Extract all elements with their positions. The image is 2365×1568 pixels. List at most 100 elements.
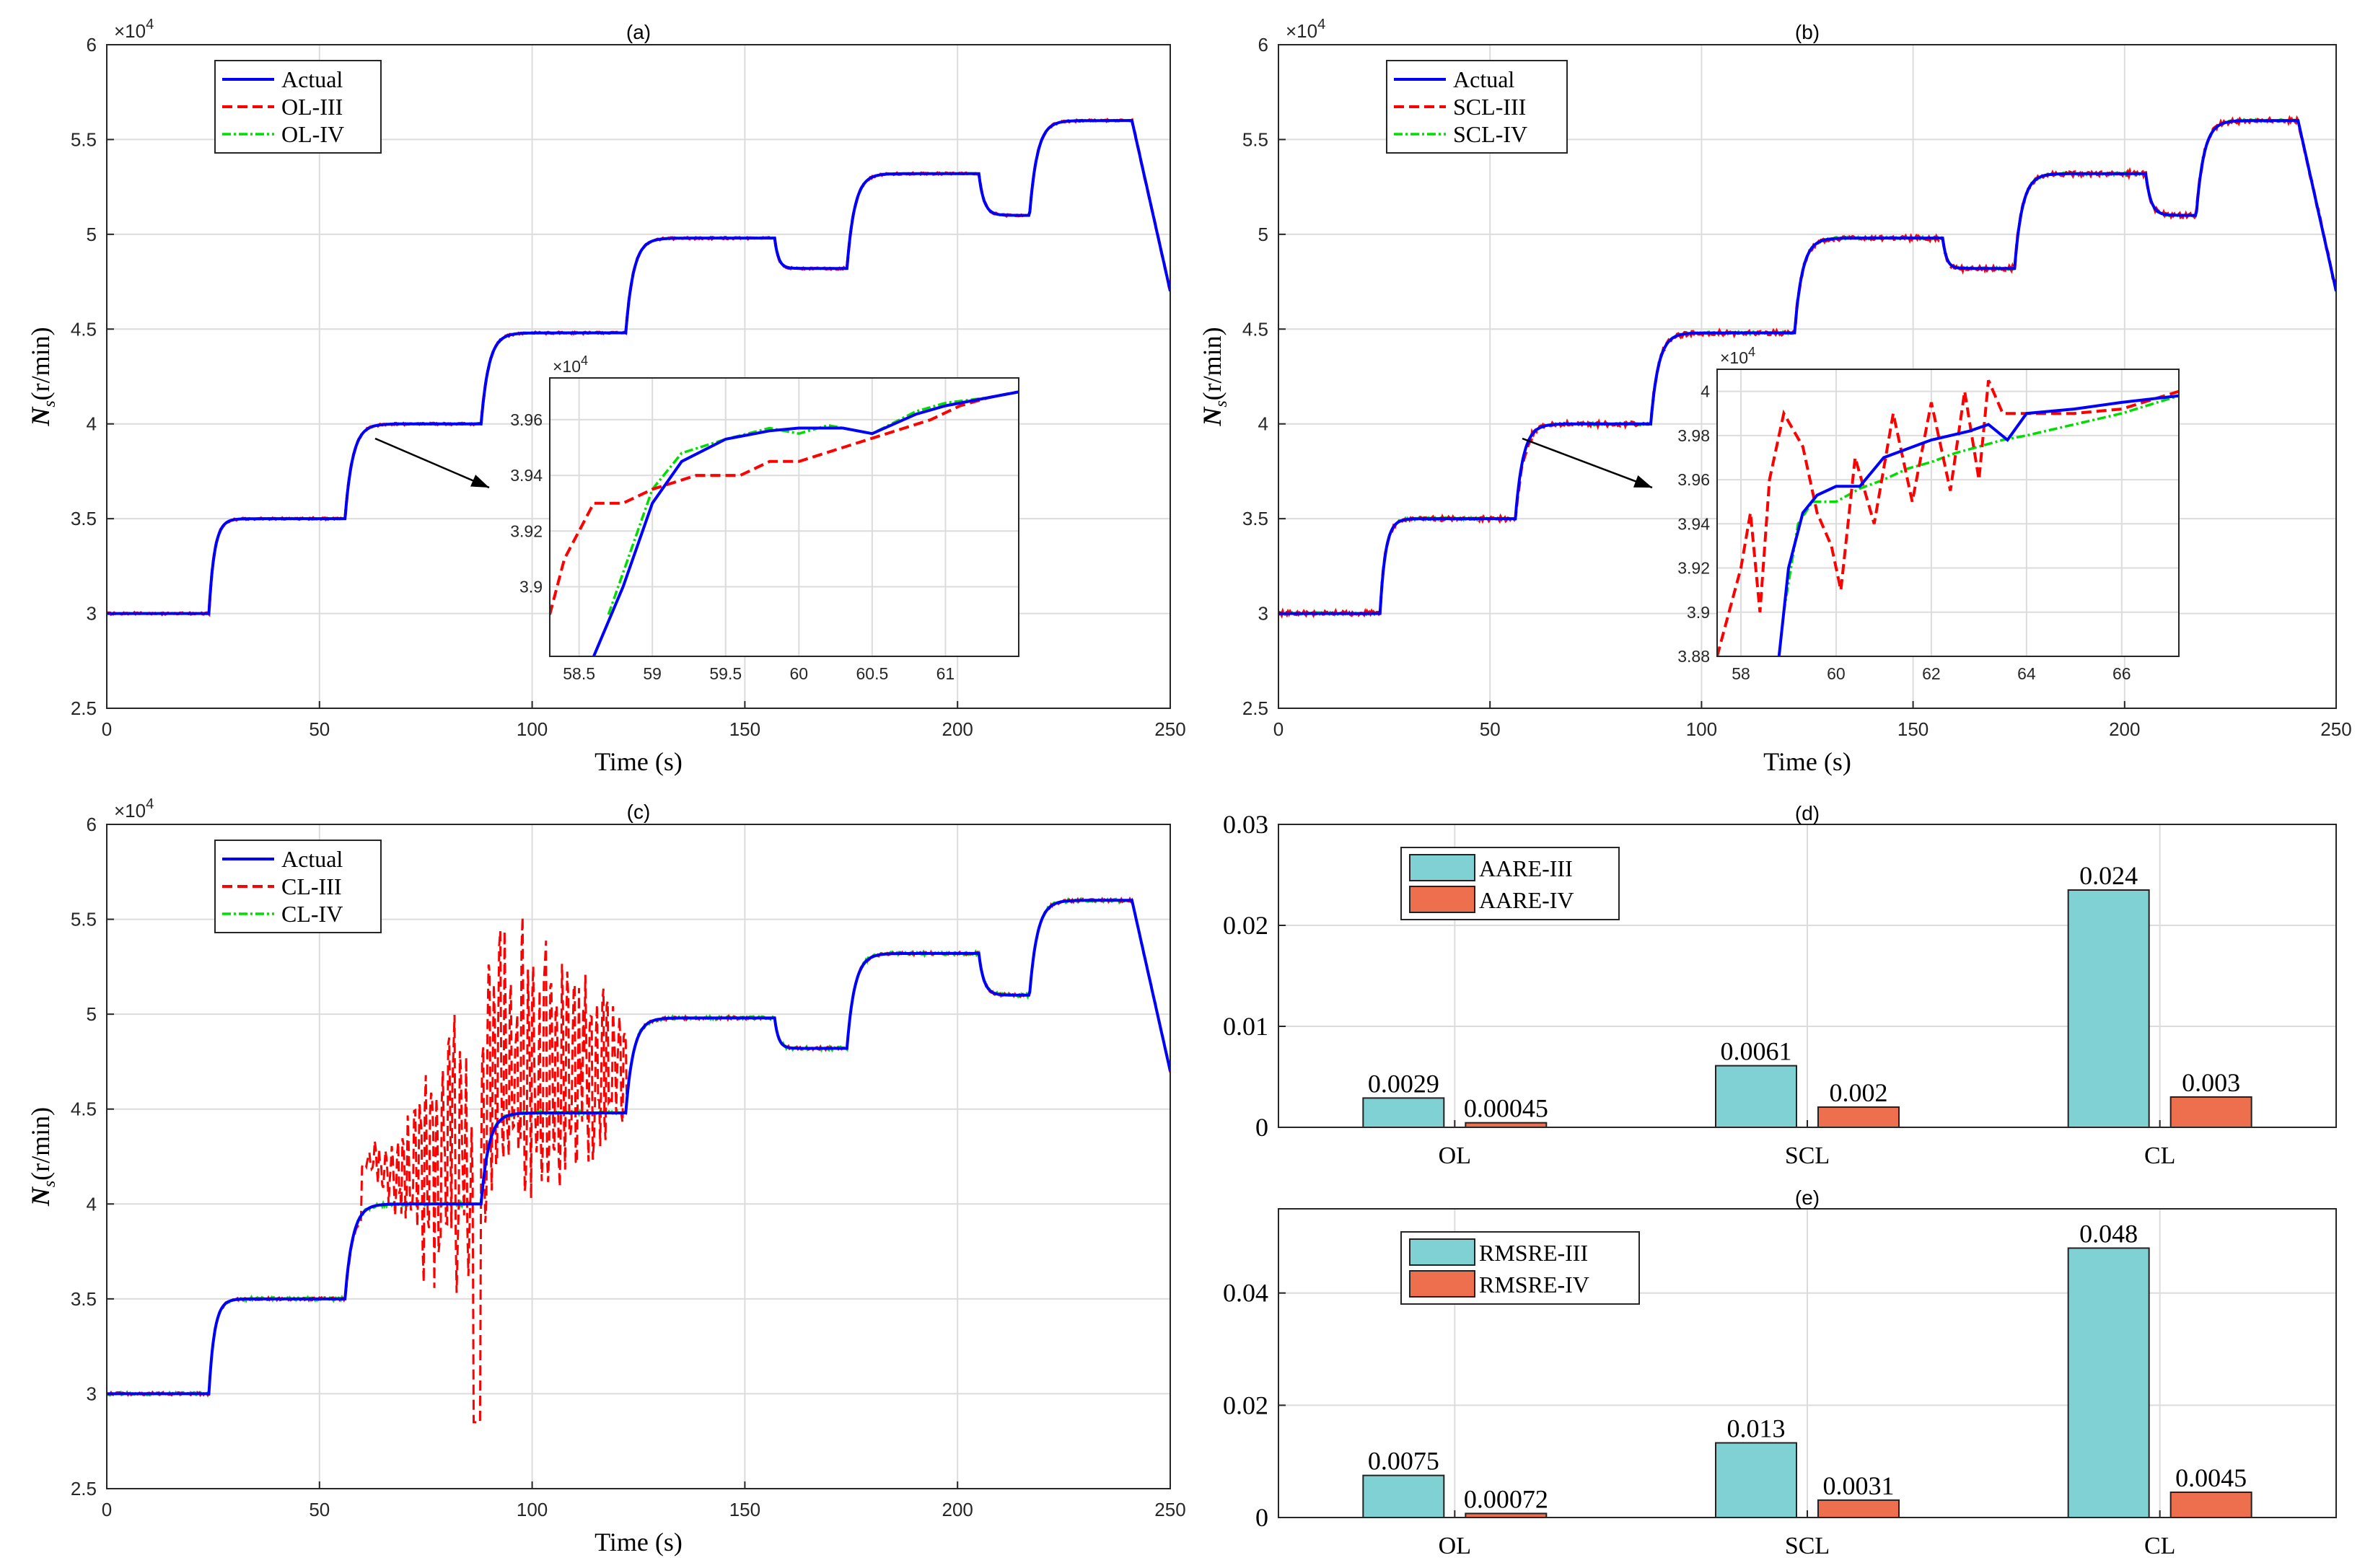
inset-x-tick-label: 59.5 (709, 664, 742, 683)
legend-entry: OL-IV (281, 121, 344, 147)
y-label-rest: (r/min) (1198, 327, 1227, 400)
inset-y-tick-label: 3.94 (1677, 514, 1710, 533)
inset-y-tick-label: 3.94 (510, 466, 543, 485)
legend-swatch-aare-iii (1409, 854, 1475, 881)
x-tick-label: 0 (102, 718, 112, 740)
y-exponent-power: 4 (146, 796, 154, 812)
inset-y-tick-label: 3.96 (510, 410, 543, 429)
y-label-rest: (r/min) (26, 327, 55, 400)
inset-series-scl-iii (1717, 379, 2179, 656)
inset-exponent-power: 4 (581, 353, 588, 368)
bar-rmsre-iii (1715, 1442, 1797, 1519)
inset-x-tick-label: 60 (1827, 664, 1846, 683)
category-label: OL (1439, 1533, 1471, 1559)
category-label: SCL (1785, 1533, 1830, 1559)
bar-value-label: 0.0031 (1823, 1471, 1895, 1500)
y-tick-label: 4.5 (1242, 318, 1268, 340)
y-label-sub: s (1212, 400, 1231, 407)
inset-y-tick-label: 3.92 (1677, 559, 1710, 578)
y-tick-label: 4.5 (71, 1098, 97, 1120)
bar-value-label: 0.0029 (1368, 1069, 1439, 1098)
category-label: CL (2144, 1142, 2175, 1169)
inset-x-tick-label: 66 (2112, 664, 2131, 683)
y-axis-label: Ns(r/min) (1198, 327, 1231, 426)
axes-box (1278, 44, 2337, 709)
zoom-arrow-head (470, 475, 489, 488)
axes-box (106, 44, 1171, 709)
x-tick-label: 100 (517, 1499, 548, 1520)
y-tick-label: 3.5 (71, 1288, 97, 1310)
inset-box (549, 377, 1019, 657)
inset-box (1716, 369, 2180, 657)
x-tick-label: 150 (729, 718, 760, 740)
x-tick-label: 50 (309, 1499, 330, 1520)
y-tick-label: 6 (1258, 34, 1268, 56)
inset-exponent: ×104 (553, 353, 588, 376)
legend-entry: RMSRE-III (1479, 1240, 1588, 1266)
y-label-sub: s (40, 1181, 59, 1187)
y-tick-label: 5 (1258, 224, 1268, 245)
bar-rmsre-iv (1817, 1499, 1900, 1519)
legend-swatch-rmsre-iv (1409, 1270, 1475, 1298)
y-label-rest: (r/min) (26, 1107, 55, 1181)
zoom-arrow-head (1633, 475, 1652, 488)
bar-value-label: 0.0061 (1721, 1037, 1792, 1066)
y-tick-label: 4.5 (71, 318, 97, 340)
legend-entry: AARE-III (1479, 855, 1573, 881)
bar-value-label: 0.048 (2079, 1219, 2138, 1248)
x-tick-label: 150 (729, 1499, 760, 1520)
legend-swatch-aare-iv (1409, 886, 1475, 913)
y-tick-label: 5.5 (71, 128, 97, 150)
zoom-arrow-line (1522, 437, 1653, 489)
y-tick-label: 0.03 (1223, 810, 1268, 839)
bar-value-label: 0.0045 (2175, 1463, 2247, 1492)
x-tick-label: 0 (102, 1499, 112, 1520)
bar-aare-iii (1715, 1065, 1797, 1128)
panel-title: (e) (1795, 1186, 1820, 1209)
panel-title: (b) (1795, 21, 1820, 43)
inset-x-tick-label: 58.5 (563, 664, 595, 683)
axes-box (1278, 1208, 2337, 1518)
y-tick-label: 4 (87, 1193, 97, 1215)
bar-aare-iv (1817, 1106, 1900, 1128)
y-tick-label: 0.02 (1223, 1391, 1268, 1419)
legend-swatch-rmsre-iii (1409, 1238, 1475, 1266)
y-tick-label: 5 (87, 224, 97, 245)
y-tick-label: 0 (1255, 1113, 1268, 1142)
y-tick-label: 3 (1258, 603, 1268, 625)
y-label-main: N (26, 406, 55, 427)
y-tick-label: 0.04 (1223, 1279, 1268, 1308)
y-tick-label: 2.5 (71, 697, 97, 719)
inset-y-tick-label: 3.9 (1687, 603, 1710, 622)
plot-area (107, 824, 1170, 1489)
y-tick-label: 2.5 (1242, 697, 1268, 719)
x-axis-label: Time (s) (594, 1528, 683, 1556)
bar-value-label: 0.00045 (1464, 1094, 1548, 1123)
bar-value-label: 0.002 (1830, 1078, 1888, 1107)
inset-area (550, 378, 1019, 656)
inset-y-tick-label: 3.88 (1677, 647, 1710, 666)
x-tick-label: 0 (1273, 718, 1284, 740)
legend-entry: Actual (281, 846, 343, 872)
y-tick-label: 0 (1255, 1503, 1268, 1532)
x-tick-label: 100 (1686, 718, 1717, 740)
legend-entry: Actual (1453, 66, 1514, 92)
inset-y-tick-label: 3.98 (1677, 426, 1710, 445)
y-label-sub: s (40, 400, 59, 407)
series-line-actual (1278, 119, 2336, 615)
legend-entry: Actual (281, 66, 343, 92)
legend-entry: RMSRE-IV (1479, 1272, 1589, 1298)
x-axis-label: Time (s) (594, 747, 683, 776)
bar-aare-iii (1362, 1097, 1445, 1129)
panel-a: 0 50 100 150 200 250 2.5 3 3.5 4 4.5 5 5.5 6 ×104 (a) Ti… (26, 17, 1186, 776)
inset-series-actual (592, 390, 1019, 656)
category-label: SCL (1785, 1142, 1830, 1169)
zoom-inset: 58 60 62 64 663.883.93.923.943.963.984×104 (1677, 345, 2180, 683)
x-axis-label: Time (s) (1763, 747, 1851, 776)
x-tick-label: 150 (1897, 718, 1929, 740)
y-label-main: N (26, 1186, 55, 1207)
y-tick-label: 2.5 (71, 1478, 97, 1499)
y-tick-label: 3 (87, 1383, 97, 1404)
